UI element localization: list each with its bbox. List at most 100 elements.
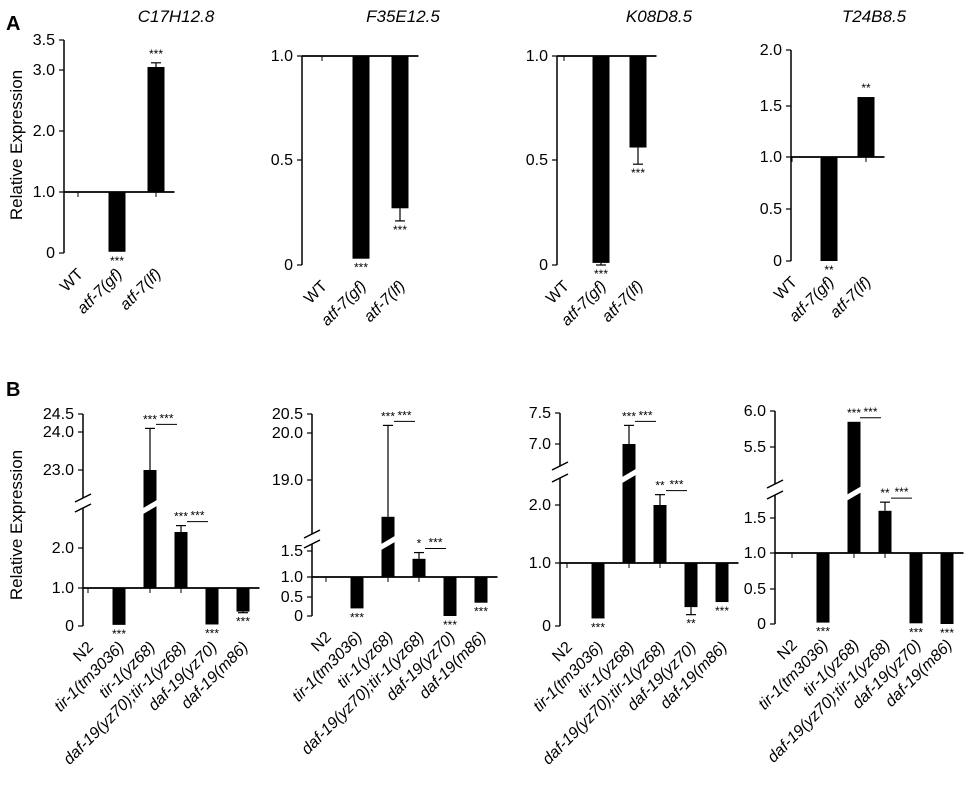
- category-label: WT: [301, 278, 331, 308]
- y-tick-label: 2.0: [760, 42, 782, 59]
- category-label: atf-7(lf): [599, 278, 647, 326]
- y-tick-label: 0: [539, 257, 548, 274]
- y-tick-label: 1.0: [52, 580, 74, 597]
- y-tick-label: 1.0: [271, 48, 293, 65]
- chart-0: C17H12.801.02.03.03.5WT***atf-7(gf)***at…: [33, 7, 215, 317]
- bar: [715, 563, 729, 603]
- significance-label: ***: [622, 409, 636, 423]
- chart-title: T24B8.5: [842, 7, 907, 26]
- y-tick-label: 0.5: [744, 581, 766, 598]
- bar: [350, 577, 364, 609]
- y-tick-label: 6.0: [744, 403, 766, 420]
- axis-break-mark: [74, 503, 92, 513]
- y-tick-label: 2.0: [33, 123, 55, 140]
- chart-4: 01.02.023.024.024.5N2***tir-1(tm3036)***…: [43, 406, 260, 768]
- y-tick-label: 24.5: [43, 406, 74, 423]
- y-tick-label: 5.5: [744, 439, 766, 456]
- bar-break-gap: [141, 499, 159, 515]
- significance-label: ***: [110, 254, 124, 268]
- bar: [174, 532, 188, 588]
- bar: [205, 588, 219, 625]
- bar: [236, 588, 250, 612]
- y-tick-label: 1.0: [281, 569, 303, 586]
- significance-label: ***: [381, 409, 395, 423]
- y-tick-label: 0.5: [526, 152, 548, 169]
- bar: [592, 56, 610, 263]
- bracket-label: ***: [894, 485, 908, 499]
- bar-break-gap: [379, 535, 397, 551]
- significance-label: ***: [816, 625, 830, 639]
- bar: [108, 192, 126, 252]
- significance-label: ***: [393, 223, 407, 237]
- y-tick-label: 7.5: [529, 405, 551, 422]
- significance-label: **: [686, 617, 696, 631]
- panel-label-a: A: [6, 13, 20, 35]
- significance-label: **: [655, 479, 665, 493]
- category-label: WT: [771, 274, 801, 304]
- y-tick-label: 1.5: [744, 510, 766, 527]
- y-axis-label-a: Relative Expression: [7, 70, 26, 220]
- y-tick-label: 20.0: [272, 425, 303, 442]
- y-tick-label: 19.0: [272, 472, 303, 489]
- bar: [412, 558, 426, 577]
- significance-label: ***: [847, 406, 861, 420]
- significance-label: ***: [205, 626, 219, 640]
- y-tick-label: 2.0: [52, 540, 74, 557]
- category-label: atf-7(lf): [827, 274, 875, 322]
- chart-7: 00.51.01.55.56.0N2***tir-1(tm3036)***tir…: [744, 403, 964, 766]
- bar: [816, 553, 830, 623]
- axis-break-mark: [74, 493, 92, 503]
- y-tick-label: 0: [65, 618, 74, 635]
- bracket-label: ***: [190, 509, 204, 523]
- significance-label: ***: [631, 166, 645, 180]
- bar: [820, 157, 838, 261]
- bar: [940, 553, 954, 624]
- bar: [653, 505, 667, 563]
- chart-2: K08D8.500.51.0WT***atf-7(gf)***atf-7(lf): [526, 7, 693, 329]
- bar: [878, 510, 892, 553]
- category-label: WT: [543, 278, 573, 308]
- chart-title: K08D8.5: [626, 7, 693, 26]
- significance-label: ***: [143, 412, 157, 426]
- significance-label: ***: [940, 626, 954, 640]
- bar: [684, 563, 698, 608]
- bar: [629, 56, 647, 148]
- y-tick-label: 0: [542, 618, 551, 635]
- significance-label: ***: [174, 510, 188, 524]
- chart-6: 01.02.07.07.5N2***tir-1(tm3036)***tir-1(…: [529, 405, 739, 768]
- bar: [381, 516, 395, 577]
- y-tick-label: 1.5: [281, 543, 303, 560]
- significance-label: **: [824, 263, 834, 277]
- y-tick-label: 23.0: [43, 462, 74, 479]
- y-tick-label: 0.5: [760, 201, 782, 218]
- y-tick-label: 0: [757, 616, 766, 633]
- axis-break-mark: [303, 539, 321, 549]
- bar: [112, 588, 126, 625]
- y-tick-label: 0: [46, 245, 55, 262]
- bar: [474, 577, 488, 603]
- y-tick-label: 1.0: [744, 545, 766, 562]
- bracket-label: ***: [397, 408, 411, 422]
- bar: [591, 563, 605, 619]
- bracket-label: ***: [159, 411, 173, 425]
- significance-label: ***: [715, 604, 729, 618]
- axis-break-mark: [551, 473, 569, 483]
- y-tick-label: 7.0: [529, 436, 551, 453]
- y-tick-label: 3.0: [33, 62, 55, 79]
- significance-label: ***: [909, 625, 923, 639]
- y-tick-label: 0.5: [271, 152, 293, 169]
- category-label: atf-7(lf): [361, 278, 409, 326]
- significance-label: ***: [236, 615, 250, 629]
- bracket-label: ***: [638, 408, 652, 422]
- chart-1: F35E12.500.51.0WT***atf-7(gf)***atf-7(lf…: [271, 7, 441, 329]
- significance-label: ***: [594, 267, 608, 281]
- significance-label: **: [880, 486, 890, 500]
- significance-label: *: [417, 537, 422, 551]
- bar: [857, 97, 875, 157]
- y-tick-label: 1.0: [760, 149, 782, 166]
- y-tick-label: 3.5: [33, 32, 55, 49]
- bracket-label: ***: [669, 478, 683, 492]
- panel-label-b: B: [6, 379, 20, 401]
- category-label: WT: [57, 266, 87, 296]
- chart-title: C17H12.8: [138, 7, 215, 26]
